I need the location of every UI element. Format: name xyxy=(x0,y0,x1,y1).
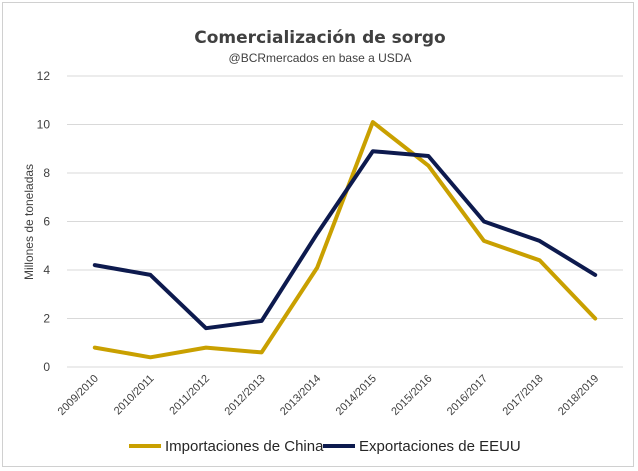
chart-subtitle: @BCRmercados en base a USDA xyxy=(229,51,412,65)
x-tick-label: 2013/2014 xyxy=(278,373,323,418)
x-tick-label: 2015/2016 xyxy=(389,373,434,418)
x-tick-label: 2017/2018 xyxy=(500,373,545,418)
y-tick-label: 2 xyxy=(43,312,50,326)
y-tick-label: 6 xyxy=(43,215,50,229)
x-tick-label: 2016/2017 xyxy=(445,373,490,418)
x-tick-label: 2010/2011 xyxy=(112,373,157,418)
x-tick-label: 2014/2015 xyxy=(334,373,379,418)
legend-label: Exportaciones de EEUU xyxy=(359,438,521,455)
legend-label: Importaciones de China xyxy=(165,438,324,455)
y-tick-label: 4 xyxy=(43,263,50,277)
x-tick-label: 2012/2013 xyxy=(222,373,267,418)
series-layer xyxy=(92,120,598,360)
y-tick-label: 10 xyxy=(37,118,51,132)
y-axis-label: Millones de toneladas xyxy=(22,164,36,280)
series-line-0 xyxy=(92,120,598,360)
chart-title: Comercialización de sorgo xyxy=(194,28,445,48)
y-tick-label: 0 xyxy=(43,360,50,374)
x-tick-label: 2011/2012 xyxy=(167,373,212,418)
grid-layer xyxy=(67,75,623,368)
x-tick-label: 2009/2010 xyxy=(56,373,101,418)
series-line-1 xyxy=(92,149,598,331)
x-tick-labels: 2009/2010 2010/2011 2011/2012 2012/2013 2013… xyxy=(56,373,602,418)
x-tick-label: 2018/2019 xyxy=(556,373,601,418)
y-tick-labels: 0 2 4 6 8 10 12 xyxy=(37,69,51,374)
legend: Importaciones de China Exportaciones de E… xyxy=(129,438,521,455)
y-tick-label: 12 xyxy=(37,69,51,83)
y-tick-label: 8 xyxy=(43,166,50,180)
